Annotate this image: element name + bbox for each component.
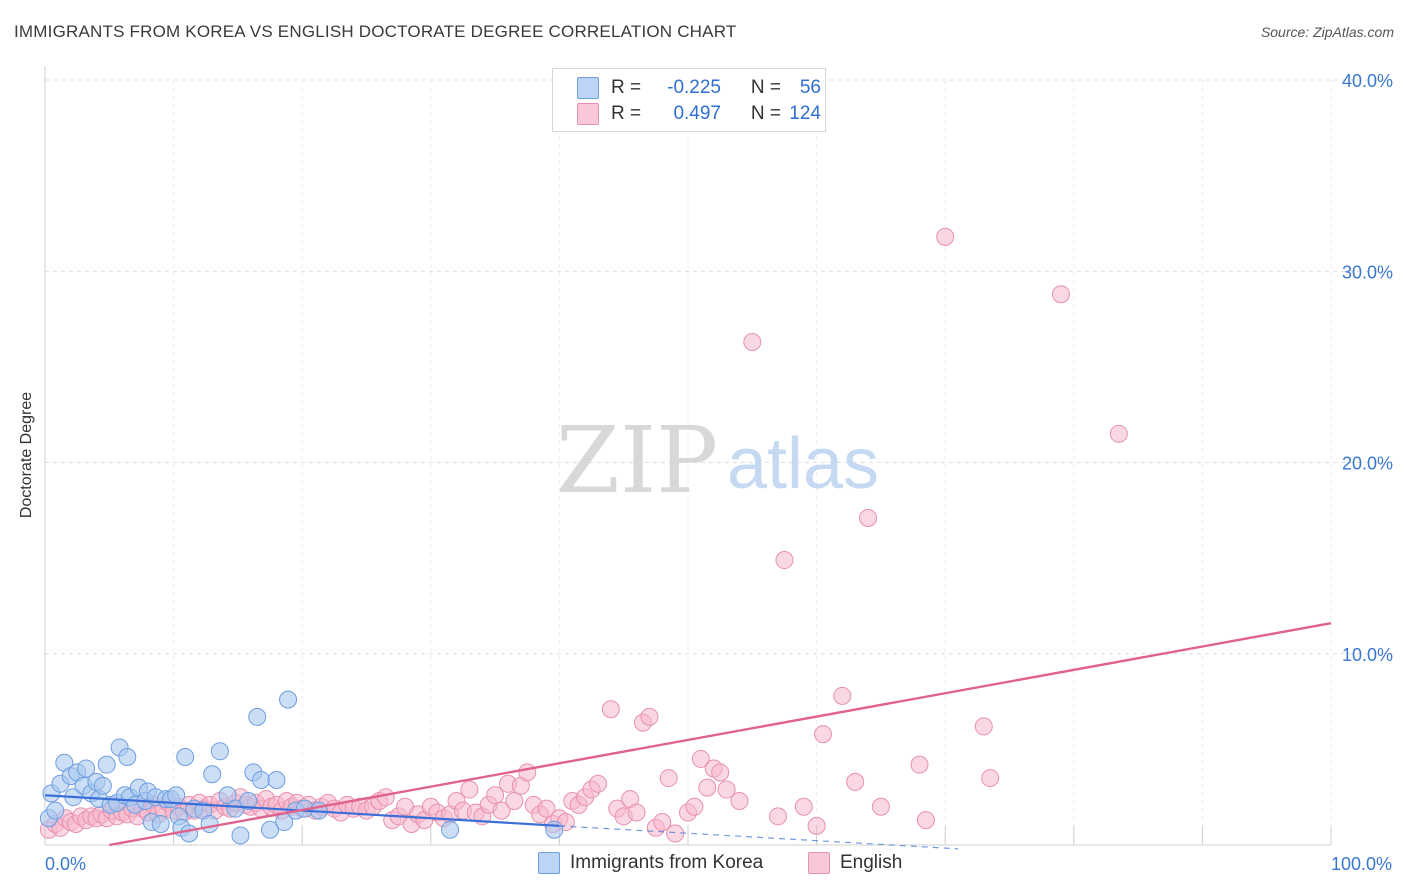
chart-title: IMMIGRANTS FROM KOREA VS ENGLISH DOCTORA…	[14, 22, 737, 41]
legend-row-english: R = 0.497 N = 124	[577, 103, 821, 125]
korea-point	[118, 748, 137, 767]
english-point	[775, 551, 794, 570]
korea-point	[239, 792, 258, 811]
english-point	[653, 813, 672, 832]
english-point	[486, 786, 505, 805]
y-tick-label: 30.0%	[1342, 262, 1393, 282]
legend-r-value: 0.497	[673, 103, 721, 124]
watermark: ZIP atlas	[556, 407, 879, 514]
english-point	[659, 769, 678, 788]
english-point	[859, 508, 878, 527]
legend-r-value: -0.225	[667, 77, 721, 98]
english-point	[537, 799, 556, 818]
korea-point	[200, 814, 219, 833]
english-point	[807, 816, 826, 835]
korea-point	[93, 776, 112, 795]
legend-row-korea: R = -0.225 N = 56	[577, 77, 821, 99]
y-tick-label: 20.0%	[1342, 454, 1393, 474]
english-point	[1051, 285, 1070, 304]
english-point	[601, 700, 620, 719]
english-point	[717, 780, 736, 799]
english-point	[460, 780, 479, 799]
english-point	[691, 749, 710, 768]
english-point	[711, 763, 730, 782]
english-point	[518, 763, 537, 782]
series-legend-korea: Immigrants from Korea	[538, 852, 763, 874]
english-trend-line	[109, 621, 1332, 847]
korea-point	[231, 826, 250, 845]
source-credit: Source: ZipAtlas.com	[1260, 24, 1394, 40]
korea-point	[180, 824, 199, 843]
korea-point	[441, 820, 460, 839]
english-point	[698, 778, 717, 797]
korea-point	[248, 707, 267, 726]
korea-point	[218, 786, 237, 805]
english-point	[505, 792, 524, 811]
korea-point	[279, 690, 298, 709]
tick-labels: 10.0% 20.0% 30.0% 40.0% 0.0% 100.0%	[45, 71, 1393, 874]
legend-r-label: R =	[611, 77, 642, 98]
english-point	[974, 717, 993, 736]
english-point	[376, 788, 395, 807]
series-legend: Immigrants from Korea English	[0, 852, 1406, 878]
english-points	[39, 227, 1128, 843]
english-point	[916, 811, 935, 830]
korea-point	[252, 770, 271, 789]
legend-swatch-korea	[577, 77, 599, 99]
korea-point	[545, 820, 564, 839]
y-tick-label: 40.0%	[1342, 71, 1393, 91]
korea-point	[77, 759, 96, 778]
english-point	[814, 725, 833, 744]
legend-r-label: R =	[611, 103, 642, 124]
english-point	[730, 792, 749, 811]
korea-point	[203, 765, 222, 784]
watermark-atlas: atlas	[727, 424, 879, 504]
series-swatch-korea	[538, 852, 560, 874]
english-point	[769, 807, 788, 826]
correlation-legend: R = -0.225 N = 56 R = 0.497 N = 124	[552, 68, 826, 132]
english-point	[981, 769, 1000, 788]
korea-trend-extension	[559, 825, 959, 850]
x-tick-label: 0.0%	[45, 854, 86, 874]
series-swatch-english	[808, 852, 830, 874]
english-point	[627, 803, 646, 822]
korea-point	[261, 820, 280, 839]
legend-swatch-english	[577, 103, 599, 125]
legend-n-label: N =	[750, 103, 781, 124]
series-legend-english: English	[808, 852, 902, 874]
english-point	[685, 797, 704, 816]
english-point	[492, 801, 511, 820]
english-point	[1109, 424, 1128, 443]
korea-point	[97, 755, 116, 774]
english-point	[846, 772, 865, 791]
legend-n-value: 124	[789, 103, 821, 124]
y-tick-label: 10.0%	[1342, 645, 1393, 665]
series-label-korea: Immigrants from Korea	[570, 852, 764, 873]
english-point	[743, 333, 762, 352]
x-tick-label: 100.0%	[1331, 854, 1392, 874]
english-point	[588, 774, 607, 793]
legend-n-value: 56	[799, 77, 821, 98]
gridlines	[45, 79, 1392, 845]
trend-lines	[44, 621, 1332, 850]
english-point	[640, 707, 659, 726]
english-point	[936, 227, 955, 246]
watermark-zip: ZIP	[556, 407, 718, 514]
korea-point	[46, 801, 65, 820]
series-label-english: English	[840, 852, 903, 873]
english-point	[871, 797, 890, 816]
legend-n-label: N =	[750, 77, 781, 98]
korea-point	[151, 814, 170, 833]
korea-point	[176, 748, 195, 767]
korea-point	[210, 742, 229, 761]
english-point	[833, 686, 852, 705]
english-point	[794, 797, 813, 816]
english-point	[910, 755, 929, 774]
english-point	[666, 824, 685, 843]
korea-point	[267, 770, 286, 789]
korea-point	[167, 786, 186, 805]
